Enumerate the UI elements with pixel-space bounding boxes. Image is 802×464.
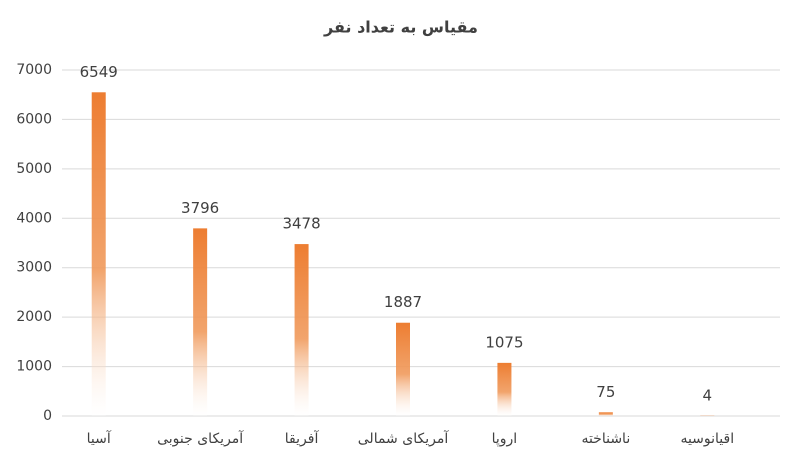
y-tick-label: 4000 xyxy=(16,210,52,226)
bar xyxy=(91,92,106,416)
value-label: 3796 xyxy=(181,199,219,217)
y-tick-label: 3000 xyxy=(16,260,52,276)
y-tick-label: 5000 xyxy=(16,161,52,177)
x-tick-label: اقیانوسیه xyxy=(680,431,734,447)
value-label: 1075 xyxy=(485,333,523,351)
value-label: 6549 xyxy=(80,63,118,81)
x-tick-label: آمریکای جنوبی xyxy=(157,430,244,447)
value-label: 3478 xyxy=(282,215,320,233)
y-tick-label: 2000 xyxy=(16,309,52,325)
y-tick-label: 0 xyxy=(43,408,52,424)
x-tick-label: اروپا xyxy=(492,431,518,447)
y-tick-label: 7000 xyxy=(16,62,52,78)
bar xyxy=(598,412,613,416)
bar xyxy=(294,244,309,416)
x-tick-label: آمریکای شمالی xyxy=(358,430,450,447)
value-label: 1887 xyxy=(384,293,422,311)
chart-title: مقیاس به تعداد نفر xyxy=(323,18,478,37)
x-tick-label: ناشناخته xyxy=(581,431,630,447)
bar xyxy=(497,362,512,416)
x-tick-label: آفریقا xyxy=(285,430,320,447)
bar xyxy=(396,322,410,416)
y-tick-label: 6000 xyxy=(16,111,52,127)
y-tick-label: 1000 xyxy=(16,359,52,375)
bar xyxy=(193,228,208,416)
x-tick-label: آسیا xyxy=(87,430,112,447)
value-label: 75 xyxy=(596,383,615,401)
value-label: 4 xyxy=(703,386,713,404)
